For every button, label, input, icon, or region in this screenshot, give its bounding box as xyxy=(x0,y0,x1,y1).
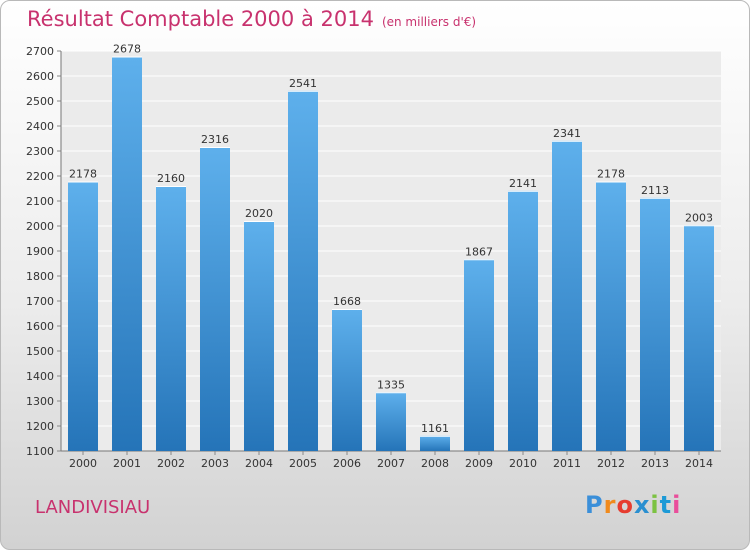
bar xyxy=(640,197,670,451)
x-tick-label: 2009 xyxy=(465,457,493,470)
y-tick-label: 2600 xyxy=(26,70,54,83)
logo-letter: r xyxy=(603,491,617,519)
x-tick-label: 2001 xyxy=(113,457,141,470)
y-tick-label: 2400 xyxy=(26,120,54,133)
bar xyxy=(332,309,362,451)
y-tick-label: 1600 xyxy=(26,320,54,333)
y-tick-label: 1900 xyxy=(26,245,54,258)
bar xyxy=(508,190,538,451)
y-tick-label: 1700 xyxy=(26,295,54,308)
y-tick-label: 2700 xyxy=(26,45,54,58)
y-tick-label: 1500 xyxy=(26,345,54,358)
data-label: 1668 xyxy=(333,295,361,308)
data-label: 2020 xyxy=(245,207,273,220)
y-tick-label: 1100 xyxy=(26,445,54,458)
x-tick-label: 2010 xyxy=(509,457,537,470)
data-label: 2341 xyxy=(553,127,581,140)
logo-letter: i xyxy=(672,491,682,519)
y-tick-label: 1400 xyxy=(26,370,54,383)
x-tick-label: 2013 xyxy=(641,457,669,470)
logo-letter: t xyxy=(659,491,673,519)
bar xyxy=(376,392,406,451)
x-tick-label: 2007 xyxy=(377,457,405,470)
x-tick-label: 2014 xyxy=(685,457,713,470)
x-tick-label: 2006 xyxy=(333,457,361,470)
y-tick-label: 2300 xyxy=(26,145,54,158)
bar xyxy=(112,56,142,451)
logo-letter: x xyxy=(633,491,651,519)
bar xyxy=(596,181,626,451)
y-tick-label: 2000 xyxy=(26,220,54,233)
x-tick-label: 2002 xyxy=(157,457,185,470)
logo-letter: i xyxy=(650,491,660,519)
data-label: 1335 xyxy=(377,378,405,391)
data-label: 1867 xyxy=(465,245,493,258)
y-tick-label: 1300 xyxy=(26,395,54,408)
bar xyxy=(68,181,98,451)
x-tick-label: 2003 xyxy=(201,457,229,470)
data-label: 2178 xyxy=(69,168,97,181)
data-label: 2113 xyxy=(641,184,669,197)
bar xyxy=(552,140,582,451)
bar xyxy=(464,259,494,451)
x-tick-label: 2008 xyxy=(421,457,449,470)
data-label: 2316 xyxy=(201,133,229,146)
y-tick-label: 1800 xyxy=(26,270,54,283)
chart-title-text: Résultat Comptable 2000 à 2014 xyxy=(27,7,374,31)
data-label: 2160 xyxy=(157,172,185,185)
proxiti-logo: Proxiti xyxy=(585,491,681,519)
chart-title: Résultat Comptable 2000 à 2014 (en millie… xyxy=(27,7,476,31)
y-tick-label: 1200 xyxy=(26,420,54,433)
x-tick-label: 2000 xyxy=(69,457,97,470)
bar xyxy=(200,147,230,451)
data-label: 2678 xyxy=(113,43,141,56)
bar xyxy=(244,221,274,451)
data-label: 2541 xyxy=(289,77,317,90)
data-label: 2178 xyxy=(597,168,625,181)
y-tick-label: 2200 xyxy=(26,170,54,183)
x-tick-label: 2011 xyxy=(553,457,581,470)
y-tick-label: 2100 xyxy=(26,195,54,208)
data-label: 2003 xyxy=(685,211,713,224)
place-name: LANDIVISIAU xyxy=(35,497,151,518)
data-label: 2141 xyxy=(509,177,537,190)
y-tick-label: 2500 xyxy=(26,95,54,108)
data-label: 1161 xyxy=(421,422,449,435)
bar xyxy=(684,225,714,451)
x-tick-label: 2012 xyxy=(597,457,625,470)
x-tick-label: 2004 xyxy=(245,457,273,470)
bar xyxy=(420,435,450,451)
logo-letter: P xyxy=(585,491,604,519)
logo-letter: o xyxy=(616,491,634,519)
x-tick-label: 2005 xyxy=(289,457,317,470)
bar xyxy=(288,90,318,451)
bar xyxy=(156,186,186,451)
chart-title-unit: (en milliers d'€) xyxy=(381,15,477,29)
